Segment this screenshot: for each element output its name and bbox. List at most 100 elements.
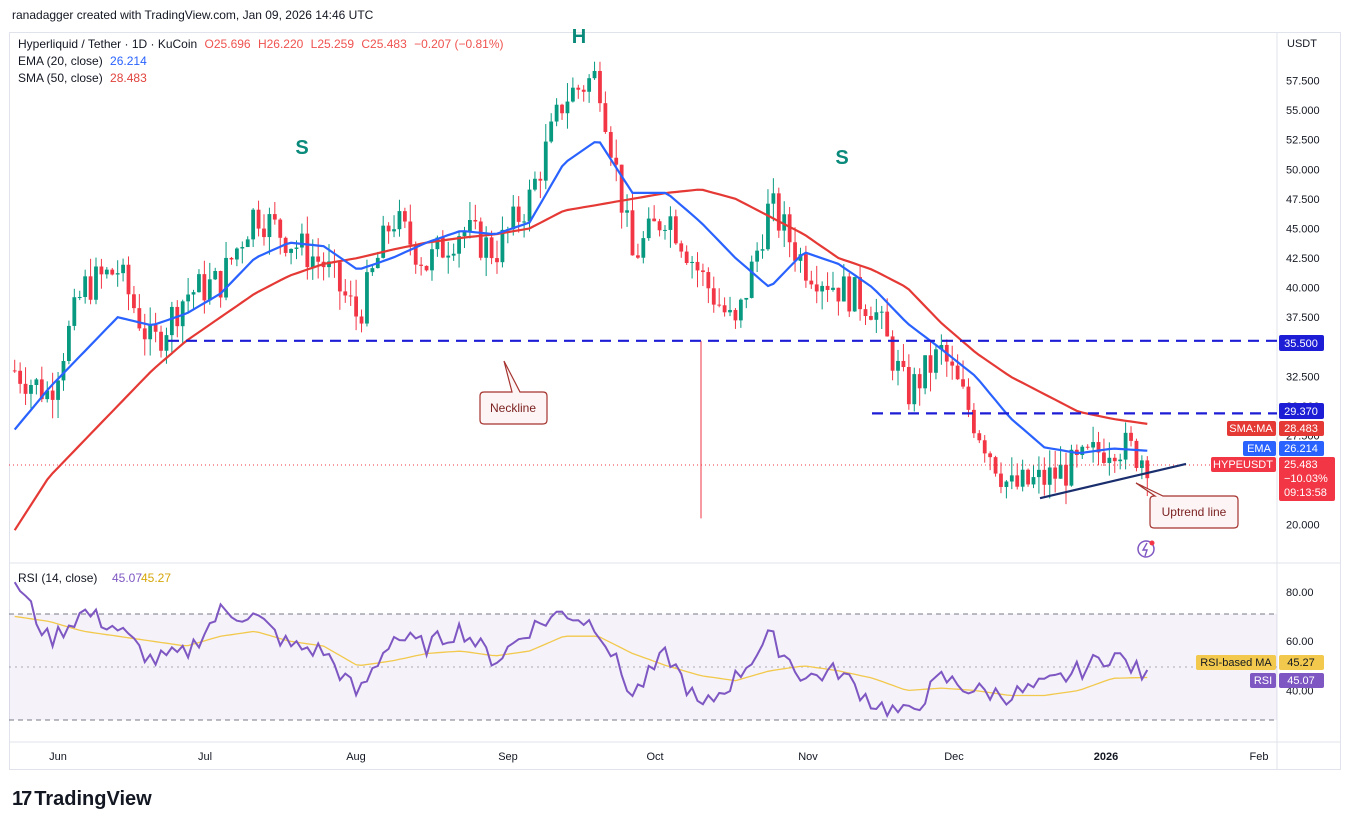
candle-body xyxy=(18,370,23,384)
symbol-title: Hyperliquid / Tether · 1D · KuCoin xyxy=(18,37,198,51)
rsi-tag[interactable]: RSI 45.07 xyxy=(1250,673,1324,688)
candle-body xyxy=(533,178,537,190)
candle-body xyxy=(706,272,711,289)
candle-body xyxy=(478,221,483,258)
candle-body xyxy=(869,316,873,320)
candle-body xyxy=(104,269,109,275)
candle-body xyxy=(202,274,207,301)
ohlc-change: −0.207 (−0.81%) xyxy=(414,37,504,51)
candle-body xyxy=(413,244,418,265)
neckline-callout[interactable]: Neckline xyxy=(479,360,548,425)
svg-text:26.214: 26.214 xyxy=(1284,443,1318,455)
candle-body xyxy=(462,231,467,237)
rsi-ma-tag[interactable]: RSI-based MA 45.27 xyxy=(1196,655,1324,670)
uptrend-label: Uptrend line xyxy=(1162,505,1227,519)
candle-body xyxy=(213,271,218,280)
price-tag-35500[interactable]: 35.500 xyxy=(1279,335,1324,351)
svg-text:RSI: RSI xyxy=(1254,675,1272,687)
candle-body xyxy=(191,292,196,295)
candle-body xyxy=(327,261,331,268)
candle-body xyxy=(771,193,776,204)
ema-legend-row[interactable]: EMA (20, close) 26.214 xyxy=(18,53,508,70)
candle-body xyxy=(457,236,461,254)
last-price-tag[interactable]: HYPEUSDT 25.483 −10.03% 09:13:58 xyxy=(1211,457,1335,501)
candle-body xyxy=(625,210,629,213)
candle-body xyxy=(608,131,613,158)
candle-body xyxy=(543,141,548,181)
candle-body xyxy=(251,209,256,240)
price-tag-29370[interactable]: 29.370 xyxy=(1279,403,1324,419)
candle-body xyxy=(272,214,277,220)
candle-body xyxy=(554,104,559,122)
candle-body xyxy=(88,276,93,300)
candle-body xyxy=(115,273,120,275)
candle-body xyxy=(1107,457,1112,463)
currency-label[interactable]: USDT xyxy=(1287,38,1317,50)
candle-body xyxy=(1015,475,1020,487)
candle-body xyxy=(132,294,136,309)
candle-body xyxy=(744,297,749,300)
sma-legend-row[interactable]: SMA (50, close) 28.483 xyxy=(18,70,508,87)
candle-body xyxy=(256,209,261,229)
candle-body xyxy=(999,473,1003,487)
candle-body xyxy=(776,193,781,231)
candle-body xyxy=(522,221,526,223)
candle-body xyxy=(874,312,879,320)
candle-body xyxy=(294,247,299,249)
time-tick-label: Nov xyxy=(798,751,818,763)
symbol-legend-row[interactable]: Hyperliquid / Tether · 1D · KuCoin O25.6… xyxy=(18,36,508,53)
candle-body xyxy=(614,157,619,165)
candle-body xyxy=(592,70,597,79)
candle-body xyxy=(619,164,624,213)
candle-body xyxy=(858,277,862,310)
rsi-ma-line xyxy=(14,615,1148,697)
candle-body xyxy=(977,433,982,441)
candle-body xyxy=(988,453,993,458)
rsi-legend[interactable]: RSI (14, close) 45.07 45.27 xyxy=(18,571,171,585)
candle-body xyxy=(137,308,142,329)
uptrend-callout[interactable]: Uptrend line xyxy=(1135,482,1239,529)
candle-body xyxy=(424,265,429,271)
candle-body xyxy=(343,291,348,296)
price-tick-label: 32.500 xyxy=(1286,371,1320,383)
candle-body xyxy=(636,255,640,258)
candle-body xyxy=(917,374,922,389)
candle-body xyxy=(392,229,396,232)
candle-body xyxy=(34,379,39,386)
candle-body xyxy=(896,360,900,371)
rsi-line xyxy=(13,581,1149,719)
candle-body xyxy=(885,311,890,337)
candle-body xyxy=(652,218,657,222)
sma-price-tag[interactable]: SMA:MA 28.483 xyxy=(1227,421,1324,436)
price-tick-label: 20.000 xyxy=(1286,519,1320,531)
rsi-legend-label: RSI (14, close) xyxy=(18,571,97,585)
candle-body xyxy=(511,206,516,230)
candle-body xyxy=(641,238,646,258)
candle-body xyxy=(1058,464,1063,479)
candle-body xyxy=(1064,464,1068,486)
candle-body xyxy=(430,249,434,271)
candle-body xyxy=(668,216,673,230)
lightning-icon[interactable] xyxy=(1137,540,1155,558)
time-tick-label: Oct xyxy=(646,751,663,763)
ema-legend-value: 26.214 xyxy=(110,54,147,68)
svg-text:−10.03%: −10.03% xyxy=(1284,473,1328,485)
candle-body xyxy=(121,264,125,274)
candle-body xyxy=(690,261,694,264)
candle-body xyxy=(370,268,375,273)
candle-body xyxy=(310,256,315,268)
chart-frame xyxy=(9,32,1341,770)
candle-body xyxy=(825,285,830,290)
candle-body xyxy=(679,243,684,252)
candle-body xyxy=(1145,460,1150,479)
candle-body xyxy=(83,276,88,298)
candle-body xyxy=(1112,457,1117,462)
candle-body xyxy=(446,255,451,258)
tradingview-logo[interactable]: 17 TradingView xyxy=(12,788,152,811)
candle-body xyxy=(950,361,955,366)
candle-body xyxy=(1080,446,1085,456)
candle-body xyxy=(67,325,71,362)
ema-price-tag[interactable]: EMA 26.214 xyxy=(1243,441,1324,456)
candle-body xyxy=(934,349,938,373)
